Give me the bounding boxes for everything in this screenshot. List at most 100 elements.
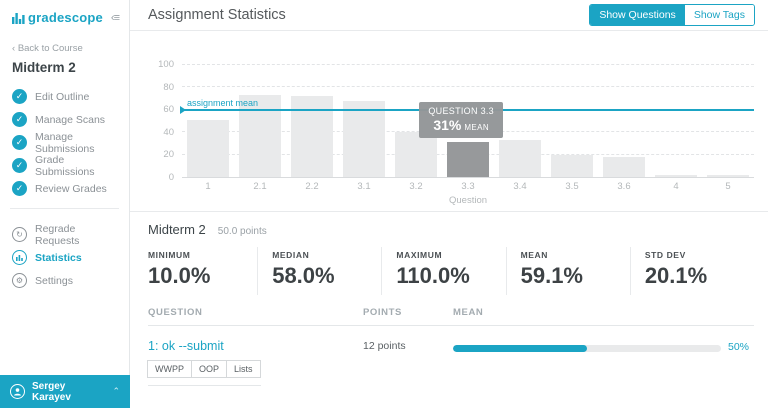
- tooltip-suffix: MEAN: [464, 123, 490, 132]
- summary-section: Midterm 2 50.0 points MINIMUM 10.0% MEDI…: [130, 212, 768, 299]
- y-tick-label: 80: [163, 81, 174, 93]
- show-questions-button[interactable]: Show Questions: [590, 5, 685, 25]
- x-axis-title: Question: [448, 195, 488, 206]
- tag[interactable]: WWPP: [147, 360, 192, 378]
- statistics-icon: [12, 250, 27, 265]
- y-tick-label: 0: [168, 172, 174, 183]
- stat-maximum: MAXIMUM 110.0%: [381, 247, 505, 295]
- sidebar-item-manage-submissions[interactable]: ✓ Manage Submissions: [0, 131, 129, 155]
- bar-question-3.2[interactable]: [395, 132, 437, 177]
- sidebar-checklist: ✓ Edit Outline ✓ Manage Scans ✓ Manage S…: [0, 79, 129, 200]
- bar-slot: [234, 65, 286, 177]
- bar-slot: [598, 65, 650, 177]
- bar-question-5[interactable]: [707, 174, 749, 177]
- logo-bars-icon: [12, 13, 25, 24]
- x-tick-label: 3.6: [617, 181, 631, 192]
- bar-question-3.3[interactable]: [447, 142, 489, 177]
- check-circle-icon: ✓: [12, 181, 27, 196]
- page-header: Assignment Statistics Show Questions Sho…: [130, 0, 768, 31]
- user-menu[interactable]: Sergey Karayev ⌃: [0, 375, 130, 408]
- bar-question-3.1[interactable]: [343, 100, 385, 177]
- x-tick-label: 2.1: [253, 181, 267, 192]
- main-content: Assignment Statistics Show Questions Sho…: [130, 0, 768, 408]
- check-circle-icon: ✓: [12, 158, 27, 173]
- x-tick-label: 3.2: [409, 181, 423, 192]
- stats-row: MINIMUM 10.0% MEDIAN 58.0% MAXIMUM 110.0…: [148, 247, 754, 295]
- check-circle-icon: ✓: [12, 112, 27, 127]
- bar-question-3.6[interactable]: [603, 156, 645, 177]
- view-toggle-group: Show Questions Show Tags: [589, 4, 755, 26]
- chart-plot: assignment mean QUESTION 3.3 31% MEAN: [180, 64, 754, 178]
- check-circle-icon: ✓: [12, 89, 27, 104]
- table-header-row: QUESTION POINTS MEAN: [148, 299, 754, 326]
- table-row: 1: ok --submit WWPP OOP Lists 12 points …: [147, 326, 754, 386]
- stat-mean: MEAN 59.1%: [505, 247, 630, 295]
- x-tick-label: 4: [673, 181, 679, 192]
- bar-question-3.4[interactable]: [499, 140, 541, 177]
- chart-section: 0 20 40 60 80 100 assignment mean QUESTION 3.…: [130, 31, 768, 212]
- course-title: Midterm 2: [12, 60, 76, 75]
- user-name: Sergey Karayev: [32, 380, 71, 403]
- x-tick-label: 3.3: [461, 181, 475, 192]
- sidebar-item-review-grades[interactable]: ✓ Review Grades: [0, 177, 129, 200]
- stat-std-dev: STD DEV 20.1%: [629, 247, 754, 295]
- x-tick-label: 3.1: [357, 181, 371, 192]
- question-link[interactable]: 1: ok --submit: [148, 339, 224, 353]
- sidebar-item-grade-submissions[interactable]: ✓ Grade Submissions: [0, 154, 129, 178]
- sidebar-item-edit-outline[interactable]: ✓ Edit Outline: [0, 85, 129, 108]
- bar-slot: [494, 65, 546, 177]
- bar-slot: [650, 65, 702, 177]
- bar-question-1[interactable]: [187, 119, 229, 177]
- table-row: 2: Exercises 14 points: [148, 386, 754, 408]
- tag[interactable]: Lists: [226, 360, 261, 378]
- chevron-up-icon: ⌃: [112, 386, 120, 396]
- bar-slot: [390, 65, 442, 177]
- mean-percent-label: 50%: [728, 341, 750, 353]
- bar-question-3.5[interactable]: [551, 154, 593, 177]
- header-mean: MEAN: [453, 307, 484, 318]
- sidebar-divider: [10, 208, 119, 209]
- x-tick-label: 5: [725, 181, 731, 192]
- bar-slot: [442, 65, 494, 177]
- x-tick-label: 3.4: [513, 181, 527, 192]
- show-tags-button[interactable]: Show Tags: [684, 5, 754, 25]
- question-points: 12 points: [363, 340, 406, 352]
- assignment-points: 50.0 points: [217, 226, 267, 237]
- sidebar-item-statistics[interactable]: Statistics: [0, 246, 129, 269]
- x-tick-label: 3.5: [565, 181, 579, 192]
- y-tick-label: 40: [163, 126, 174, 138]
- x-axis-labels: 1 2.1 2.2 3.1 3.2 3.3 3.4 3.5 3.6 4 5: [182, 181, 754, 192]
- assignment-name: Midterm 2: [148, 222, 206, 237]
- mean-progress-fill: [453, 344, 587, 352]
- mean-line-label: assignment mean: [187, 97, 259, 108]
- user-avatar-icon: [10, 384, 25, 399]
- sidebar-collapse-icon[interactable]: ‹≡: [110, 11, 120, 24]
- sidebar-item-settings[interactable]: ⚙ Settings: [0, 269, 129, 292]
- sidebar-item-regrade-requests[interactable]: ↻ Regrade Requests: [0, 223, 129, 247]
- mean-line-arrow-icon: [180, 105, 186, 114]
- back-to-course-link[interactable]: ‹ Back to Course: [12, 43, 83, 54]
- mean-progress-track: [453, 344, 721, 352]
- header-points: POINTS: [363, 307, 402, 318]
- bar-slot: [182, 65, 234, 177]
- y-tick-label: 20: [163, 149, 174, 161]
- stat-minimum: MINIMUM 10.0%: [148, 250, 211, 288]
- question-table: QUESTION POINTS MEAN 1: ok --submit WWPP…: [130, 299, 768, 408]
- bar-slot: [338, 65, 390, 177]
- header-question: QUESTION: [148, 307, 203, 318]
- bar-slot: [702, 65, 754, 177]
- tag[interactable]: OOP: [191, 360, 228, 378]
- bar-question-4[interactable]: [655, 174, 697, 177]
- bar-slot: [546, 65, 598, 177]
- x-tick-label: 1: [205, 181, 211, 192]
- gridline: [182, 64, 754, 65]
- sidebar-item-manage-scans[interactable]: ✓ Manage Scans: [0, 108, 129, 131]
- gradescope-logo[interactable]: gradescope: [12, 10, 103, 25]
- page-title: Assignment Statistics: [148, 7, 286, 23]
- tooltip-value: 31%: [433, 117, 462, 133]
- bars-row: [182, 65, 754, 177]
- tooltip-question: QUESTION 3.3: [428, 106, 494, 116]
- tag-list: WWPP OOP Lists: [147, 360, 261, 386]
- y-tick-label: 100: [158, 59, 174, 70]
